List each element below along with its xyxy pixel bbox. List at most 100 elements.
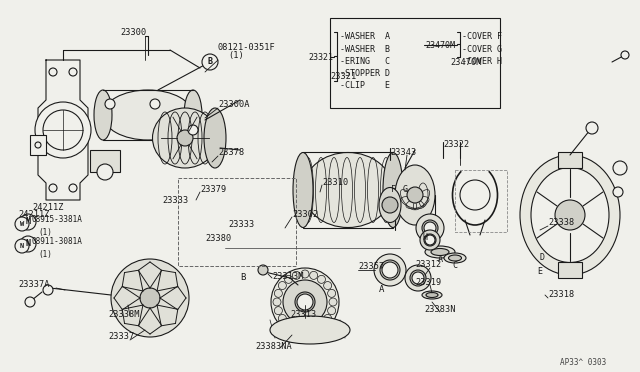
Text: 23318: 23318 — [548, 290, 574, 299]
Text: -COVER F: -COVER F — [462, 32, 502, 41]
Ellipse shape — [317, 321, 326, 328]
Circle shape — [555, 200, 585, 230]
Ellipse shape — [303, 153, 393, 228]
Ellipse shape — [285, 321, 292, 328]
Ellipse shape — [444, 253, 466, 263]
Ellipse shape — [374, 254, 406, 286]
Circle shape — [297, 294, 313, 310]
Bar — [30, 135, 46, 155]
Ellipse shape — [310, 271, 317, 279]
Text: 23379: 23379 — [200, 185, 227, 194]
Circle shape — [177, 130, 193, 146]
Ellipse shape — [328, 307, 335, 315]
Ellipse shape — [317, 275, 326, 283]
Circle shape — [20, 214, 36, 230]
Text: 24211Z: 24211Z — [18, 210, 49, 219]
Text: (1): (1) — [228, 51, 244, 60]
Circle shape — [97, 164, 113, 180]
Bar — [178, 178, 296, 266]
Text: 23338: 23338 — [548, 218, 574, 227]
Ellipse shape — [424, 234, 436, 246]
Circle shape — [202, 54, 218, 70]
Text: 23321: 23321 — [308, 53, 333, 62]
Ellipse shape — [310, 325, 317, 333]
Text: 23470M: 23470M — [450, 58, 481, 67]
Ellipse shape — [329, 298, 337, 306]
Circle shape — [425, 235, 435, 245]
Ellipse shape — [103, 90, 193, 140]
Text: B: B — [240, 273, 246, 282]
Text: 23343: 23343 — [390, 148, 416, 157]
Ellipse shape — [449, 255, 461, 261]
Text: 23312: 23312 — [415, 260, 441, 269]
Text: A: A — [438, 256, 442, 264]
Text: AP33^ 0303: AP33^ 0303 — [560, 358, 606, 367]
Circle shape — [49, 68, 57, 76]
Text: 23310: 23310 — [322, 178, 348, 187]
Text: 08911-3081A: 08911-3081A — [32, 237, 83, 247]
Circle shape — [621, 51, 629, 59]
Circle shape — [15, 239, 29, 253]
Ellipse shape — [275, 289, 282, 297]
Text: N: N — [26, 240, 31, 248]
Text: 23319: 23319 — [415, 278, 441, 287]
Text: 23357: 23357 — [358, 262, 384, 271]
Text: 23313M: 23313M — [272, 272, 303, 281]
Circle shape — [35, 102, 91, 158]
Text: 23337A: 23337A — [18, 280, 49, 289]
Ellipse shape — [111, 259, 189, 337]
Ellipse shape — [410, 270, 426, 286]
Text: 23383NA: 23383NA — [255, 342, 292, 351]
Circle shape — [25, 297, 35, 307]
Ellipse shape — [301, 270, 309, 278]
Bar — [455, 170, 507, 232]
Ellipse shape — [520, 155, 620, 275]
Ellipse shape — [283, 280, 327, 324]
Ellipse shape — [422, 220, 438, 236]
Bar — [90, 150, 120, 172]
Text: E: E — [538, 267, 543, 276]
Circle shape — [49, 184, 57, 192]
Ellipse shape — [416, 214, 444, 242]
Ellipse shape — [293, 153, 313, 228]
Text: (1): (1) — [38, 228, 52, 237]
Text: 23321: 23321 — [330, 72, 356, 81]
Text: D: D — [540, 253, 545, 263]
Text: -ERING   C: -ERING C — [340, 57, 390, 66]
Ellipse shape — [275, 307, 282, 315]
Text: -CLIP    E: -CLIP E — [340, 81, 390, 90]
Circle shape — [613, 187, 623, 197]
Circle shape — [424, 222, 436, 234]
Text: -COVER G: -COVER G — [462, 45, 502, 54]
Ellipse shape — [426, 292, 438, 298]
Text: 23380: 23380 — [205, 234, 231, 243]
Ellipse shape — [383, 153, 403, 228]
Text: 23337: 23337 — [108, 332, 134, 341]
Ellipse shape — [431, 248, 449, 256]
Text: 23302: 23302 — [292, 210, 318, 219]
Circle shape — [140, 288, 160, 308]
Circle shape — [20, 236, 36, 252]
Text: 23333: 23333 — [162, 196, 188, 205]
Ellipse shape — [285, 275, 292, 283]
Ellipse shape — [292, 271, 300, 279]
Text: 23300: 23300 — [120, 28, 147, 37]
Ellipse shape — [292, 325, 300, 333]
Text: C: C — [452, 260, 458, 269]
Circle shape — [407, 187, 423, 203]
Ellipse shape — [328, 289, 335, 297]
Text: N: N — [20, 243, 24, 249]
Text: 23383N: 23383N — [424, 305, 456, 314]
Ellipse shape — [420, 230, 440, 250]
Circle shape — [258, 265, 268, 275]
Ellipse shape — [405, 265, 431, 291]
Circle shape — [613, 161, 627, 175]
Ellipse shape — [301, 326, 309, 334]
Ellipse shape — [395, 165, 435, 225]
Ellipse shape — [422, 291, 442, 299]
Circle shape — [105, 99, 115, 109]
Text: M: M — [26, 218, 31, 227]
Circle shape — [382, 262, 398, 278]
Ellipse shape — [273, 298, 281, 306]
Text: B: B — [207, 58, 212, 67]
